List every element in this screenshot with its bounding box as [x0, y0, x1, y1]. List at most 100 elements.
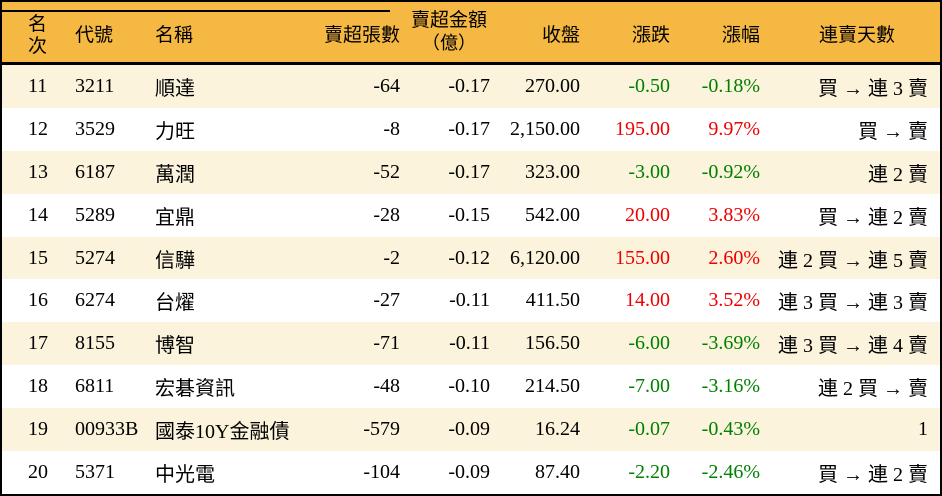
header-divider-segment — [2, 10, 390, 12]
cell-close: 2,150.00 — [510, 117, 580, 140]
cell-rank: 11 — [28, 74, 48, 97]
cell-name: 中光電 — [155, 463, 215, 486]
cell-volume: -48 — [373, 375, 400, 398]
cell-volume: -8 — [383, 117, 400, 140]
cell-amount: -0.09 — [448, 418, 490, 441]
cell-name: 宜鼎 — [155, 206, 195, 229]
cell-rank: 14 — [28, 203, 48, 226]
cell-code: 5274 — [75, 246, 115, 269]
cell-amount: -0.17 — [448, 74, 490, 97]
cell-rank: 19 — [28, 418, 48, 441]
table-row: 16 6274 台燿 -27 -0.11 411.50 14.00 3.52% 連 3 買 → … — [2, 279, 940, 323]
cell-close: 323.00 — [525, 160, 580, 183]
cell-rank: 17 — [28, 332, 48, 355]
cell-change: -7.00 — [628, 375, 670, 398]
cell-close: 270.00 — [525, 74, 580, 97]
cell-streak: 連 3 買 → 連 4 賣 — [778, 335, 928, 358]
cell-amount: -0.09 — [448, 460, 490, 483]
cell-streak: 連 2 賣 — [868, 163, 928, 186]
cell-code: 3529 — [75, 117, 115, 140]
col-header-code: 代號 — [75, 25, 114, 46]
cell-name: 博智 — [155, 335, 195, 358]
cell-name: 信驊 — [155, 249, 195, 272]
cell-close: 6,120.00 — [510, 246, 580, 269]
cell-volume: -28 — [373, 203, 400, 226]
cell-amount: -0.15 — [448, 203, 490, 226]
cell-pct: 3.52% — [708, 289, 760, 312]
cell-name: 萬潤 — [155, 163, 195, 186]
col-header-change: 漲跌 — [631, 25, 670, 46]
cell-streak: 連 2 買 → 連 5 賣 — [778, 249, 928, 272]
cell-rank: 12 — [28, 117, 48, 140]
table-row: 18 6811 宏碁資訊 -48 -0.10 214.50 -7.00 -3.16% 連 2 買… — [2, 365, 940, 409]
cell-close: 411.50 — [525, 289, 580, 312]
table-row: 12 3529 力旺 -8 -0.17 2,150.00 195.00 9.97% 買 → 賣 — [2, 107, 940, 151]
cell-close: 542.00 — [525, 203, 580, 226]
cell-volume: -52 — [373, 160, 400, 183]
cell-pct: 2.60% — [708, 246, 760, 269]
cell-volume: -71 — [373, 332, 400, 355]
col-header-rank: 名次 — [28, 14, 48, 57]
cell-pct: -2.46% — [701, 460, 760, 483]
table-header-row: 名次 代號 名稱 賣超張數 賣超金額 （億） 收盤 漲跌 漲幅 連賣天數 — [2, 2, 940, 62]
cell-code: 5289 — [75, 203, 115, 226]
table-row: 11 3211 順達 -64 -0.17 270.00 -0.50 -0.18% 買 → 連 3… — [2, 65, 940, 108]
cell-volume: -2 — [383, 246, 400, 269]
col-header-volume: 賣超張數 — [323, 25, 400, 46]
cell-amount: -0.11 — [449, 332, 490, 355]
cell-amount: -0.11 — [449, 289, 490, 312]
cell-close: 214.50 — [525, 375, 580, 398]
cell-change: 195.00 — [615, 117, 670, 140]
cell-close: 156.50 — [525, 332, 580, 355]
cell-rank: 15 — [28, 246, 48, 269]
col-header-name: 名稱 — [155, 25, 194, 46]
cell-streak: 1 — [918, 418, 928, 441]
cell-volume: -104 — [363, 460, 400, 483]
cell-streak: 買 → 連 2 賣 — [818, 463, 928, 486]
cell-name: 宏碁資訊 — [155, 378, 235, 401]
cell-change: -2.20 — [628, 460, 670, 483]
cell-code: 8155 — [75, 332, 115, 355]
cell-code: 00933B — [75, 418, 139, 441]
cell-pct: -0.43% — [701, 418, 760, 441]
cell-pct: -0.92% — [701, 160, 760, 183]
table-row: 13 6187 萬潤 -52 -0.17 323.00 -3.00 -0.92% 連 2 賣 — [2, 150, 940, 194]
cell-change: 155.00 — [615, 246, 670, 269]
cell-change: -3.00 — [628, 160, 670, 183]
cell-change: 14.00 — [625, 289, 670, 312]
cell-change: 20.00 — [625, 203, 670, 226]
cell-volume: -579 — [363, 418, 400, 441]
cell-code: 6811 — [75, 375, 115, 398]
table-body: 11 3211 順達 -64 -0.17 270.00 -0.50 -0.18% 買 → 連 3… — [2, 65, 940, 494]
cell-pct: -0.18% — [701, 74, 760, 97]
cell-streak: 連 2 買 → 賣 — [818, 378, 928, 401]
cell-streak: 買 → 連 2 賣 — [818, 206, 928, 229]
table-row: 15 5274 信驊 -2 -0.12 6,120.00 155.00 2.60% 連 2 買 … — [2, 236, 940, 280]
table-row: 19 00933B 國泰10Y金融債 -579 -0.09 16.24 -0.07 -0.43… — [2, 408, 940, 452]
col-header-amount-line1: 賣超金額 — [410, 10, 487, 31]
cell-rank: 20 — [28, 460, 48, 483]
col-header-amount: 賣超金額 （億） — [408, 2, 504, 62]
cell-pct: 9.97% — [708, 117, 760, 140]
col-header-pct: 漲幅 — [721, 25, 760, 46]
cell-close: 16.24 — [535, 418, 580, 441]
cell-code: 5371 — [75, 460, 115, 483]
cell-pct: 3.83% — [708, 203, 760, 226]
table-row: 20 5371 中光電 -104 -0.09 87.40 -2.20 -2.46% 買 → 連 … — [2, 451, 940, 494]
cell-streak: 買 → 連 3 賣 — [818, 77, 928, 100]
cell-pct: -3.69% — [701, 332, 760, 355]
cell-name: 國泰10Y金融債 — [155, 421, 290, 444]
cell-rank: 16 — [28, 289, 48, 312]
header-underline — [2, 62, 940, 65]
cell-streak: 連 3 買 → 連 3 賣 — [778, 292, 928, 315]
cell-rank: 18 — [28, 375, 48, 398]
cell-amount: -0.17 — [448, 160, 490, 183]
cell-streak: 買 → 賣 — [858, 120, 928, 143]
cell-pct: -3.16% — [701, 375, 760, 398]
cell-name: 力旺 — [155, 120, 195, 143]
cell-change: -0.50 — [628, 74, 670, 97]
table-row: 17 8155 博智 -71 -0.11 156.50 -6.00 -3.69% 連 3 買 →… — [2, 322, 940, 366]
col-header-amount-line2: （億） — [422, 33, 476, 53]
cell-change: -0.07 — [628, 418, 670, 441]
